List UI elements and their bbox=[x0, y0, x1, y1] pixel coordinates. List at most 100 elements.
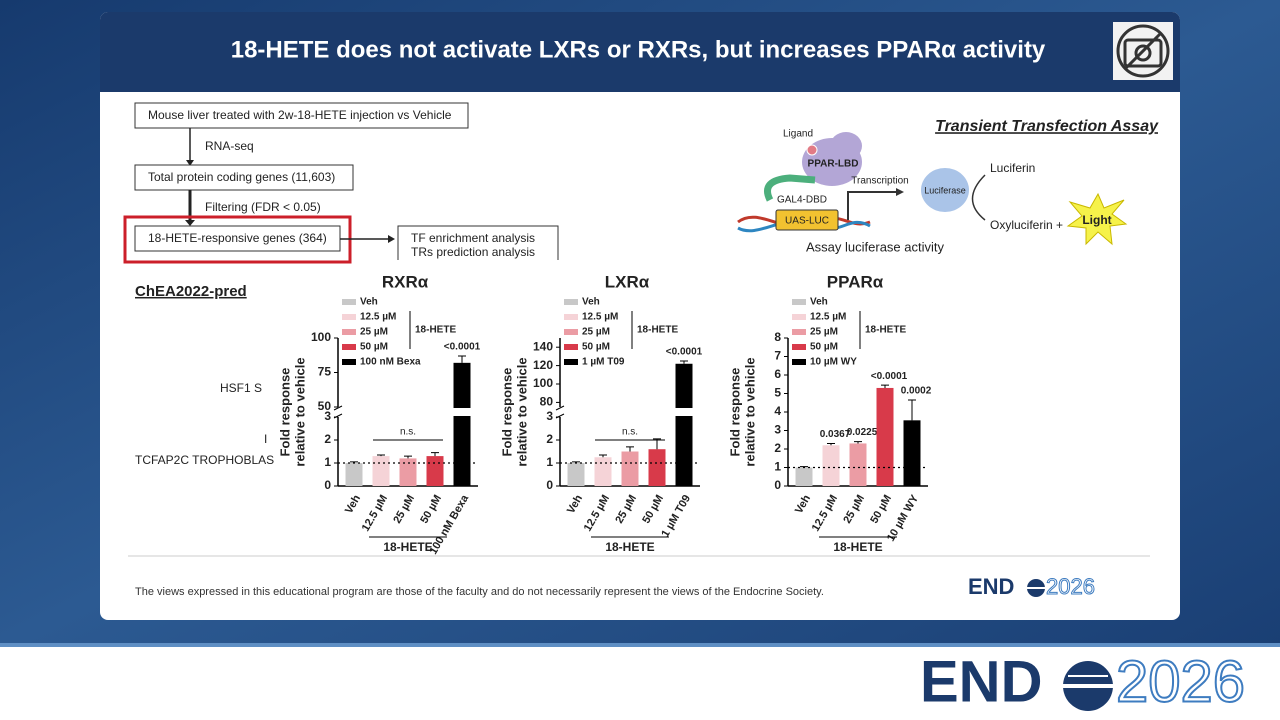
y-tick-label: 50 bbox=[318, 399, 332, 413]
bar bbox=[594, 457, 612, 486]
legend-label: 12.5 µM bbox=[810, 312, 846, 323]
label: Light bbox=[1082, 213, 1111, 227]
legend-label: 50 µM bbox=[582, 342, 610, 353]
y-axis-label: relative to vehicle bbox=[742, 357, 757, 466]
y-tick-label: 4 bbox=[774, 404, 781, 418]
legend-label: 1 µM T09 bbox=[582, 357, 625, 368]
bar bbox=[453, 362, 471, 486]
enrichment-title: ChEA2022-pred bbox=[135, 283, 247, 300]
error-bar bbox=[431, 452, 439, 457]
enrichment-row: I bbox=[264, 432, 267, 446]
bar bbox=[345, 463, 363, 486]
y-tick-label: 140 bbox=[533, 339, 553, 353]
y-tick-label: 100 bbox=[311, 330, 331, 344]
flow-edge: Filtering (FDR < 0.05) bbox=[205, 200, 321, 214]
legend-label: 10 µM WY bbox=[810, 357, 857, 368]
y-tick-label: 0 bbox=[324, 478, 331, 492]
y-tick-label: 75 bbox=[318, 365, 332, 379]
error-bar bbox=[653, 438, 661, 450]
legend-swatch bbox=[342, 329, 356, 335]
legend-swatch bbox=[342, 299, 356, 305]
y-tick-label: 8 bbox=[774, 330, 781, 344]
bar bbox=[399, 458, 417, 486]
flow-edge: RNA-seq bbox=[205, 139, 254, 153]
bar-break bbox=[452, 408, 472, 416]
p-value: 0.0367 bbox=[820, 429, 851, 440]
y-tick-label: 3 bbox=[774, 423, 781, 437]
axis-break bbox=[555, 405, 565, 411]
bar bbox=[372, 456, 390, 486]
bar bbox=[648, 449, 666, 486]
camera-off-icon bbox=[1113, 22, 1173, 80]
legend-swatch bbox=[342, 344, 356, 350]
significance: n.s. bbox=[400, 427, 416, 438]
axis-break bbox=[333, 405, 343, 411]
bar bbox=[675, 363, 693, 486]
legend-label: 50 µM bbox=[810, 342, 838, 353]
legend-swatch bbox=[792, 314, 806, 320]
legend-swatch bbox=[564, 344, 578, 350]
logo-left: END bbox=[968, 574, 1014, 599]
bar bbox=[822, 445, 840, 486]
error-bar bbox=[599, 454, 607, 458]
disclaimer: The views expressed in this educational … bbox=[135, 586, 824, 598]
error-bar bbox=[680, 360, 688, 364]
y-tick-label: 120 bbox=[533, 358, 553, 372]
flowchart: Mouse liver treated with 2w-18-HETE inje… bbox=[123, 102, 559, 264]
assay-caption: Assay luciferase activity bbox=[806, 239, 944, 254]
legend-label: Veh bbox=[360, 297, 378, 308]
y-tick-label: 0 bbox=[546, 478, 553, 492]
y-tick-label: 7 bbox=[774, 349, 781, 363]
assay-title: Transient Transfection Assay bbox=[935, 118, 1159, 135]
error-bar bbox=[827, 442, 835, 446]
p-value: <0.0001 bbox=[871, 371, 908, 382]
small-logo: END 2026 bbox=[968, 573, 1095, 599]
label: Oxyluciferin + bbox=[990, 218, 1063, 232]
flow-output: TF enrichment analysis bbox=[411, 231, 535, 245]
legend-label: 12.5 µM bbox=[582, 312, 618, 323]
error-bar bbox=[458, 355, 466, 363]
y-axis-label: Fold response bbox=[277, 368, 292, 457]
label: Luciferase bbox=[924, 185, 966, 195]
y-tick-label: 3 bbox=[324, 409, 331, 423]
y-tick-label: 0 bbox=[774, 478, 781, 492]
y-tick-label: 2 bbox=[546, 432, 553, 446]
group-label: 18-HETE bbox=[833, 540, 882, 554]
label: UAS-LUC bbox=[785, 216, 829, 227]
flow-step: Mouse liver treated with 2w-18-HETE inje… bbox=[148, 108, 452, 122]
logo-right: 2026 bbox=[1046, 574, 1095, 599]
bar bbox=[849, 443, 867, 486]
legend-label: 100 nM Bexa bbox=[360, 357, 421, 368]
legend-group: 18-HETE bbox=[865, 325, 906, 336]
error-bar bbox=[908, 399, 916, 421]
y-tick-label: 5 bbox=[774, 386, 781, 400]
y-axis-label: Fold response bbox=[499, 368, 514, 457]
slide-header bbox=[100, 12, 1180, 92]
legend-label: 25 µM bbox=[810, 327, 838, 338]
error-bar bbox=[626, 446, 634, 452]
y-axis-label: relative to vehicle bbox=[514, 357, 529, 466]
y-axis-label: Fold response bbox=[727, 368, 742, 457]
big-logo: END 2026 bbox=[920, 648, 1246, 715]
enrichment-row: TCFAP2C TROPHOBLAS bbox=[135, 453, 274, 467]
y-tick-label: 1 bbox=[774, 460, 781, 474]
legend-swatch bbox=[564, 359, 578, 365]
clip: TRs prediction analysis bbox=[411, 245, 535, 259]
legend-label: Veh bbox=[582, 297, 600, 308]
bar bbox=[903, 420, 921, 486]
legend-swatch bbox=[564, 299, 578, 305]
group-label: 18-HETE bbox=[605, 540, 654, 554]
p-value: 0.0002 bbox=[901, 386, 932, 397]
legend-group: 18-HETE bbox=[637, 325, 678, 336]
bar bbox=[876, 387, 894, 486]
legend-swatch bbox=[792, 299, 806, 305]
p-value: <0.0001 bbox=[444, 342, 481, 353]
bar-break bbox=[674, 408, 694, 416]
y-tick-label: 1 bbox=[324, 455, 331, 469]
significance: n.s. bbox=[622, 427, 638, 438]
error-bar bbox=[881, 384, 889, 388]
legend-swatch bbox=[792, 359, 806, 365]
flow-step: 18-HETE-responsive genes (364) bbox=[148, 231, 327, 245]
